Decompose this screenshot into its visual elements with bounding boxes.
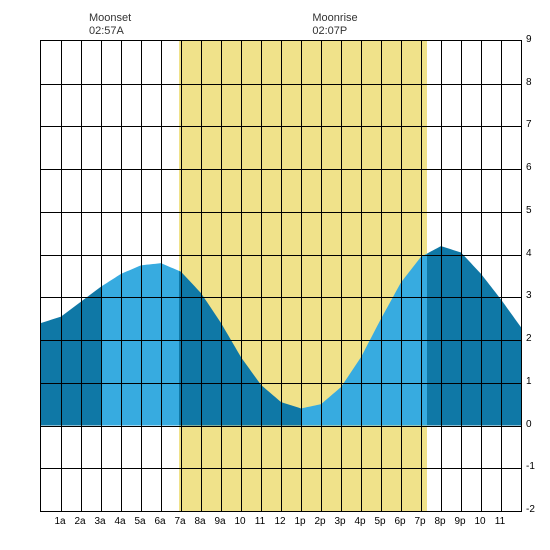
grid-v	[221, 41, 222, 511]
grid-v	[201, 41, 202, 511]
grid-v	[301, 41, 302, 511]
x-tick-label: 6p	[394, 516, 405, 527]
y-tick-label: 2	[526, 333, 532, 344]
x-tick-label: 10	[234, 516, 245, 527]
grid-v	[161, 41, 162, 511]
x-tick-label: 2a	[74, 516, 85, 527]
grid-v	[421, 41, 422, 511]
moon-annotation: Moonset02:57A	[89, 12, 131, 38]
x-tick-label: 7p	[414, 516, 425, 527]
x-tick-label: 12	[274, 516, 285, 527]
grid-h	[41, 426, 521, 427]
x-tick-label: 8p	[434, 516, 445, 527]
x-tick-label: 5p	[374, 516, 385, 527]
moon-annotation-time: 02:07P	[312, 25, 357, 38]
grid-v	[281, 41, 282, 511]
y-tick-label: 0	[526, 419, 532, 430]
x-tick-label: 5a	[134, 516, 145, 527]
moon-annotation: Moonrise02:07P	[312, 12, 357, 38]
y-tick-label: 1	[526, 376, 532, 387]
y-tick-label: 7	[526, 119, 532, 130]
tide-segment	[41, 287, 101, 426]
x-tick-label: 4p	[354, 516, 365, 527]
x-tick-label: 6a	[154, 516, 165, 527]
moon-annotation-title: Moonrise	[312, 12, 357, 25]
grid-v	[61, 41, 62, 511]
grid-h	[41, 212, 521, 213]
x-tick-label: 11	[495, 516, 505, 527]
grid-v	[141, 41, 142, 511]
grid-v	[101, 41, 102, 511]
grid-v	[241, 41, 242, 511]
grid-v	[121, 41, 122, 511]
x-tick-label: 9a	[214, 516, 225, 527]
tide-segment	[179, 271, 301, 426]
grid-v	[441, 41, 442, 511]
y-tick-label: 5	[526, 205, 532, 216]
x-tick-label: 1a	[54, 516, 65, 527]
y-tick-label: -1	[526, 461, 535, 472]
moon-annotation-title: Moonset	[89, 12, 131, 25]
grid-v	[481, 41, 482, 511]
grid-h	[41, 126, 521, 127]
grid-v	[81, 41, 82, 511]
y-tick-label: 3	[526, 290, 532, 301]
x-tick-label: 11	[255, 516, 265, 527]
x-tick-label: 4a	[114, 516, 125, 527]
x-tick-label: 10	[474, 516, 485, 527]
grid-h	[41, 340, 521, 341]
grid-v	[181, 41, 182, 511]
moon-annotation-time: 02:57A	[89, 25, 131, 38]
grid-h	[41, 84, 521, 85]
plot-area	[40, 40, 522, 512]
grid-v	[401, 41, 402, 511]
y-tick-label: 8	[526, 77, 532, 88]
grid-h	[41, 255, 521, 256]
y-tick-label: 4	[526, 248, 532, 259]
y-tick-label: -2	[526, 504, 535, 515]
x-tick-label: 7a	[174, 516, 185, 527]
grid-v	[361, 41, 362, 511]
x-tick-label: 2p	[314, 516, 325, 527]
tide-segment	[101, 263, 179, 425]
x-tick-label: 8a	[194, 516, 205, 527]
grid-v	[341, 41, 342, 511]
grid-v	[461, 41, 462, 511]
y-tick-label: 9	[526, 34, 532, 45]
grid-h	[41, 468, 521, 469]
grid-h	[41, 297, 521, 298]
x-tick-label: 3a	[94, 516, 105, 527]
grid-v	[501, 41, 502, 511]
y-tick-label: 6	[526, 162, 532, 173]
grid-h	[41, 383, 521, 384]
grid-v	[381, 41, 382, 511]
x-tick-label: 1p	[294, 516, 305, 527]
grid-v	[261, 41, 262, 511]
grid-v	[321, 41, 322, 511]
x-tick-label: 9p	[454, 516, 465, 527]
grid-h	[41, 169, 521, 170]
x-tick-label: 3p	[334, 516, 345, 527]
tide-chart: Moonset02:57A Moonrise02:07P 1a 2a 3a 4a 5a 6a…	[10, 10, 540, 540]
